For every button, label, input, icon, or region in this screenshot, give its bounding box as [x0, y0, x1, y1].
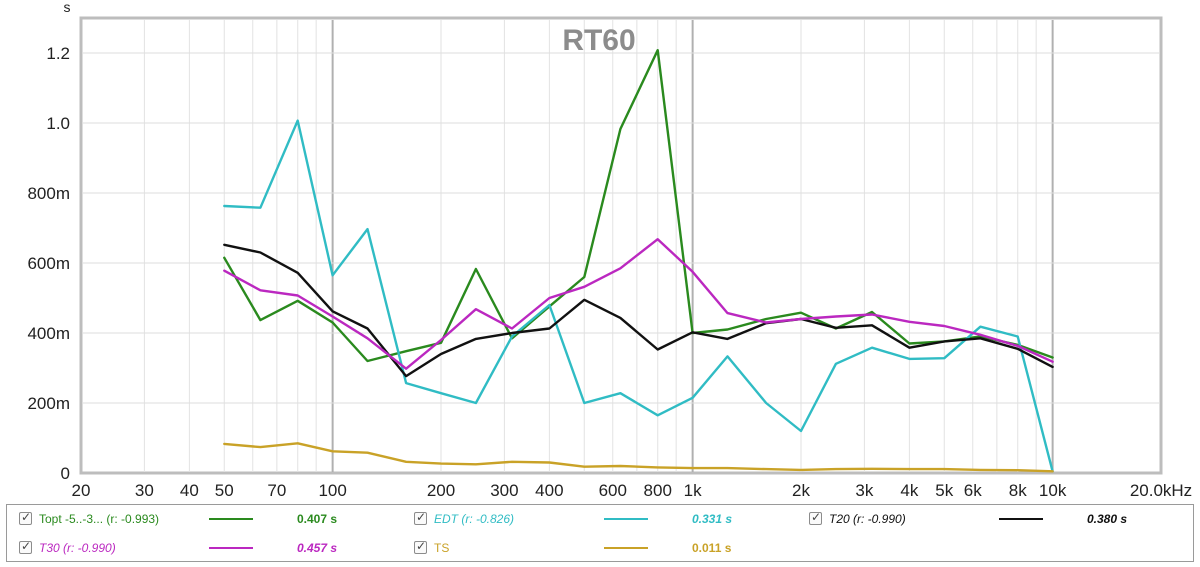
- legend-value-topt: 0.407 s: [297, 512, 338, 526]
- x-tick-label: 400: [535, 481, 563, 500]
- y-tick-label: 1.0: [46, 114, 70, 133]
- legend-checkbox-topt[interactable]: [19, 510, 32, 525]
- x-tick-label: 200: [427, 481, 455, 500]
- x-tick-label: 300: [490, 481, 518, 500]
- legend-swatch-topt: [209, 518, 253, 520]
- y-axis-unit: s: [64, 0, 71, 15]
- x-tick-label: 6k: [964, 481, 982, 500]
- legend-checkbox-ts[interactable]: [414, 539, 427, 554]
- legend-name-t30: T30 (r: -0.990): [39, 541, 116, 555]
- legend-checkbox-t30[interactable]: [19, 539, 32, 554]
- series-line-1: [223, 49, 1054, 363]
- series-line-3: [223, 243, 1054, 378]
- series-line-5: [223, 442, 1054, 473]
- legend-name-topt: Topt -5..-3... (r: -0.993): [39, 512, 160, 526]
- x-tick-label: 20.0kHz: [1130, 481, 1192, 500]
- chart-title: RT60: [562, 24, 635, 57]
- x-tick-label: 1k: [684, 481, 702, 500]
- x-tick-label: 50: [215, 481, 234, 500]
- legend-item-edt: EDT (r: -0.826) 0.331 s: [408, 505, 798, 534]
- x-tick-label: 30: [135, 481, 154, 500]
- x-tick-label: 100: [318, 481, 346, 500]
- x-tick-label: 8k: [1009, 481, 1027, 500]
- x-tick-label: 4k: [900, 481, 918, 500]
- legend-value-edt: 0.331 s: [692, 512, 733, 526]
- grid: [83, 20, 1159, 472]
- legend-item-t20: T20 (r: -0.990) 0.380 s: [803, 505, 1193, 534]
- legend-name-edt: EDT (r: -0.826): [434, 512, 515, 526]
- legend-value-t20: 0.380 s: [1087, 512, 1128, 526]
- y-axis-labels: 0 200m 400m 600m 800m 1.0 1.2: [27, 44, 70, 483]
- y-tick-label: 800m: [27, 184, 70, 203]
- legend-swatch-ts: [604, 547, 648, 549]
- legend-row: T30 (r: -0.990) 0.457 s TS 0.011 s: [7, 534, 1193, 563]
- x-tick-label: 2k: [792, 481, 810, 500]
- legend-item-topt: Topt -5..-3... (r: -0.993) 0.407 s: [13, 505, 403, 534]
- legend: Topt -5..-3... (r: -0.993) 0.407 s EDT (…: [6, 504, 1194, 562]
- x-tick-label: 70: [267, 481, 286, 500]
- legend-checkbox-edt[interactable]: [414, 510, 427, 525]
- x-axis-labels: 20 30 40 50 70 100 200 300 400 600 800 1k 2k 3k 4k 5k 6k…: [72, 481, 1193, 500]
- y-tick-label: 200m: [27, 394, 70, 413]
- y-tick-label: 600m: [27, 254, 70, 273]
- legend-row: Topt -5..-3... (r: -0.993) 0.407 s EDT (…: [7, 505, 1193, 534]
- legend-checkbox-t20[interactable]: [809, 510, 822, 525]
- plot-frame: [79, 16, 1163, 475]
- legend-value-ts: 0.011 s: [692, 541, 732, 555]
- y-tick-label: 0: [61, 464, 70, 483]
- x-tick-label: 10k: [1039, 481, 1067, 500]
- x-tick-label: 40: [180, 481, 199, 500]
- x-tick-label: 600: [599, 481, 627, 500]
- legend-item-t30: T30 (r: -0.990) 0.457 s: [13, 534, 403, 563]
- x-tick-label: 20: [72, 481, 91, 500]
- series-line-4: [223, 237, 1054, 370]
- rt60-chart: RT60 0 200m 400m 600m 800m 1.0 1.2 20 30 40 50 70 1…: [27, 0, 1193, 500]
- legend-name-ts: TS: [434, 541, 450, 555]
- x-tick-label: 5k: [935, 481, 953, 500]
- legend-swatch-t30: [209, 547, 253, 549]
- x-tick-label: 3k: [855, 481, 873, 500]
- legend-swatch-edt: [604, 518, 648, 520]
- legend-item-ts: TS 0.011 s: [408, 534, 798, 563]
- legend-name-t20: T20 (r: -0.990): [829, 512, 906, 526]
- y-tick-label: 400m: [27, 324, 70, 343]
- legend-swatch-t20: [999, 518, 1043, 520]
- y-tick-label: 1.2: [46, 44, 70, 63]
- series-layer: [223, 49, 1054, 473]
- x-tick-label: 800: [644, 481, 672, 500]
- series-line-2: [223, 119, 1054, 473]
- legend-value-t30: 0.457 s: [297, 541, 338, 555]
